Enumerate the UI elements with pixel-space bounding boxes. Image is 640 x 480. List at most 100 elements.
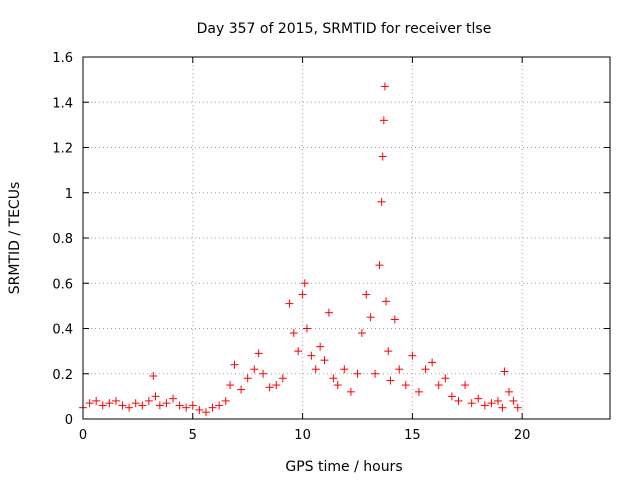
data-point: [175, 401, 184, 410]
data-point: [428, 358, 437, 367]
data-point: [395, 365, 404, 374]
data-point: [265, 383, 274, 392]
axis-ticks: [82, 56, 610, 420]
data-point: [298, 290, 307, 299]
y-tick-label: 1: [65, 187, 73, 202]
data-point: [230, 360, 239, 369]
data-point: [169, 394, 178, 403]
data-point: [237, 385, 246, 394]
x-tick-label: 15: [404, 428, 421, 443]
data-point: [390, 315, 399, 324]
y-tick-label: 0.8: [52, 232, 73, 247]
y-tick-label: 0.4: [52, 323, 73, 338]
data-point: [316, 342, 325, 351]
data-point: [85, 399, 94, 408]
data-points: [79, 82, 522, 417]
tick-labels: 0 0.2 0.4 0.6 0.8 1 1.2 1.4 1.6 0 5 10 15 20: [52, 51, 530, 443]
x-tick-label: 5: [189, 428, 197, 443]
data-point: [149, 372, 158, 381]
y-tick-label: 1.4: [52, 96, 73, 111]
data-point: [357, 329, 366, 338]
data-point: [162, 399, 171, 408]
data-point: [371, 369, 380, 378]
data-point: [353, 369, 362, 378]
chart-title: Day 357 of 2015, SRMTID for receiver tls…: [197, 21, 492, 37]
data-point: [434, 381, 443, 390]
x-axis-label: GPS time / hours: [285, 459, 402, 475]
data-point: [333, 381, 342, 390]
data-point: [408, 351, 417, 360]
data-point: [105, 399, 114, 408]
data-point: [401, 381, 410, 390]
data-point: [188, 401, 197, 410]
y-tick-label: 1.2: [52, 142, 73, 157]
data-point: [125, 403, 134, 412]
data-point: [294, 347, 303, 356]
data-point: [302, 324, 311, 333]
data-point: [250, 365, 259, 374]
data-point: [215, 401, 224, 410]
data-point: [272, 381, 281, 390]
x-tick-label: 0: [79, 428, 87, 443]
x-tick-label: 10: [294, 428, 311, 443]
data-point: [221, 396, 230, 405]
data-point: [375, 261, 384, 270]
data-point: [384, 347, 393, 356]
data-point: [208, 403, 217, 412]
data-point: [494, 396, 503, 405]
data-point: [307, 351, 316, 360]
data-point: [474, 394, 483, 403]
data-point: [346, 387, 355, 396]
data-point: [329, 374, 338, 383]
data-point: [421, 365, 430, 374]
data-point: [131, 399, 140, 408]
data-point: [138, 401, 147, 410]
data-point: [447, 392, 456, 401]
data-point: [454, 396, 463, 405]
plot-frame: [82, 56, 611, 420]
data-point: [498, 403, 507, 412]
data-point: [366, 313, 375, 322]
data-point: [259, 369, 268, 378]
data-point: [311, 365, 320, 374]
data-point: [285, 299, 294, 308]
data-point: [111, 396, 120, 405]
y-tick-label: 0.6: [52, 277, 73, 292]
data-point: [195, 405, 204, 414]
data-point: [480, 401, 489, 410]
data-point: [144, 396, 153, 405]
data-point: [380, 82, 389, 91]
data-point: [382, 297, 391, 306]
data-point: [254, 349, 263, 358]
data-point: [461, 381, 470, 390]
data-point: [92, 396, 101, 405]
y-tick-label: 1.6: [52, 51, 73, 66]
data-point: [504, 387, 513, 396]
data-point: [151, 392, 160, 401]
data-point: [487, 399, 496, 408]
x-tick-label: 20: [514, 428, 531, 443]
data-point: [362, 290, 371, 299]
data-point: [378, 152, 387, 161]
data-point: [201, 408, 210, 417]
y-axis-label: SRMTID / TECUs: [7, 182, 23, 295]
data-point: [324, 308, 333, 317]
data-point: [500, 367, 509, 376]
data-point: [509, 396, 518, 405]
data-point: [300, 279, 309, 288]
data-point: [155, 401, 164, 410]
data-point: [467, 399, 476, 408]
data-point: [226, 381, 235, 390]
data-point: [320, 356, 329, 365]
data-point: [377, 197, 386, 206]
y-tick-label: 0: [65, 413, 73, 428]
data-point: [289, 329, 298, 338]
y-tick-label: 0.2: [52, 368, 73, 383]
data-point: [386, 376, 395, 385]
data-point: [243, 374, 252, 383]
data-point: [340, 365, 349, 374]
data-point: [278, 374, 287, 383]
data-point: [379, 116, 388, 125]
